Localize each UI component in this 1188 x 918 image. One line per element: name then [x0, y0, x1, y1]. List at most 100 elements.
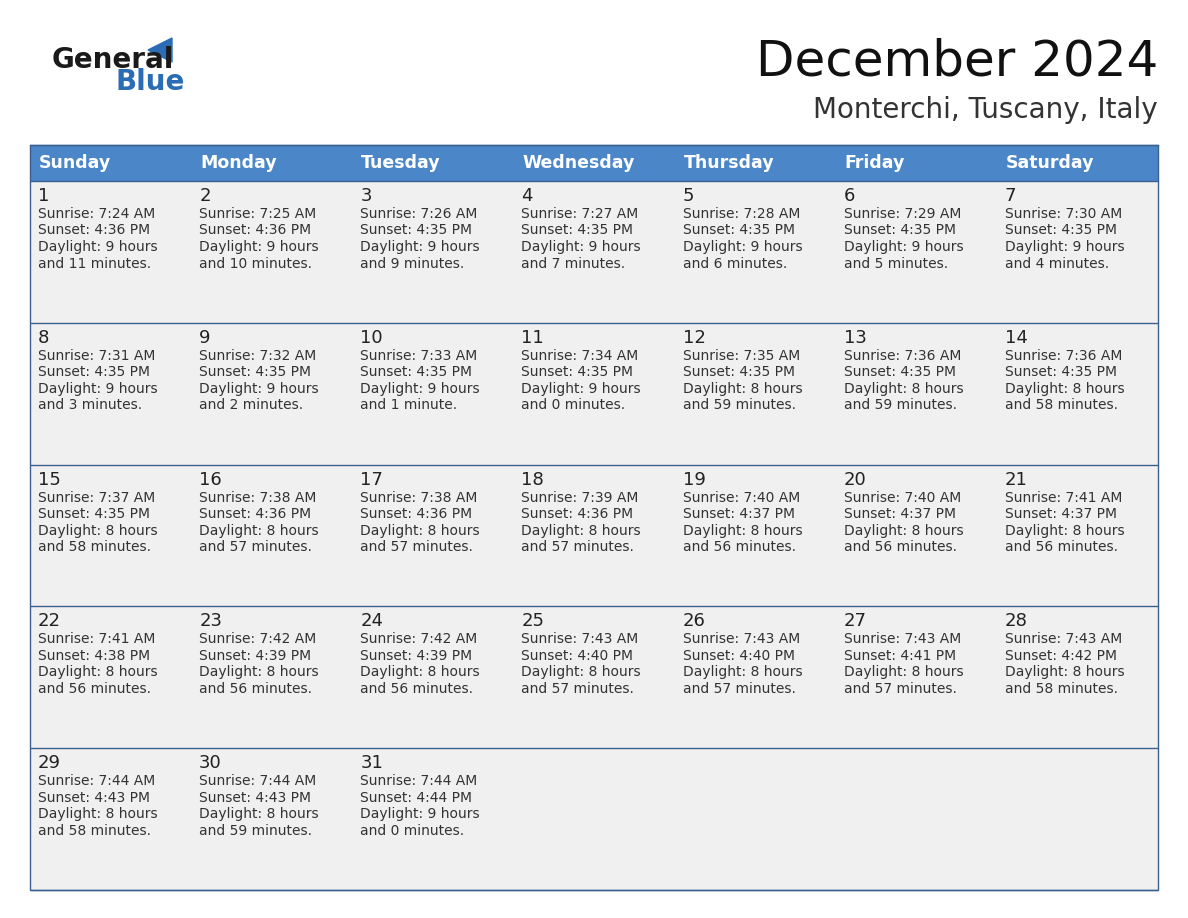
- Text: Sunrise: 7:29 AM: Sunrise: 7:29 AM: [843, 207, 961, 221]
- Text: Daylight: 9 hours: Daylight: 9 hours: [522, 382, 642, 396]
- Text: Daylight: 8 hours: Daylight: 8 hours: [522, 523, 642, 538]
- Text: Saturday: Saturday: [1006, 154, 1094, 172]
- Text: 14: 14: [1005, 329, 1028, 347]
- Text: Sunset: 4:35 PM: Sunset: 4:35 PM: [360, 365, 473, 379]
- Text: Thursday: Thursday: [683, 154, 775, 172]
- Text: and 2 minutes.: and 2 minutes.: [200, 398, 303, 412]
- Text: Daylight: 8 hours: Daylight: 8 hours: [200, 807, 318, 822]
- Text: Sunset: 4:40 PM: Sunset: 4:40 PM: [683, 649, 795, 663]
- Text: Sunrise: 7:44 AM: Sunrise: 7:44 AM: [38, 774, 156, 789]
- Text: Sunset: 4:35 PM: Sunset: 4:35 PM: [200, 365, 311, 379]
- Text: Daylight: 9 hours: Daylight: 9 hours: [200, 382, 318, 396]
- Text: 19: 19: [683, 471, 706, 488]
- Text: Daylight: 8 hours: Daylight: 8 hours: [38, 523, 158, 538]
- Text: Sunset: 4:38 PM: Sunset: 4:38 PM: [38, 649, 150, 663]
- Text: Sunrise: 7:25 AM: Sunrise: 7:25 AM: [200, 207, 316, 221]
- Bar: [675, 181, 835, 323]
- Text: Sunrise: 7:42 AM: Sunrise: 7:42 AM: [200, 633, 316, 646]
- Text: Sunrise: 7:43 AM: Sunrise: 7:43 AM: [1005, 633, 1123, 646]
- Text: and 1 minute.: and 1 minute.: [360, 398, 457, 412]
- Bar: [513, 748, 675, 890]
- Text: and 6 minutes.: and 6 minutes.: [683, 256, 786, 271]
- Text: 20: 20: [843, 471, 866, 488]
- Text: Sunrise: 7:32 AM: Sunrise: 7:32 AM: [200, 349, 316, 363]
- Text: Sunrise: 7:40 AM: Sunrise: 7:40 AM: [843, 490, 961, 505]
- Bar: [353, 748, 513, 890]
- Text: 5: 5: [683, 187, 694, 205]
- Text: Monday: Monday: [200, 154, 277, 172]
- Text: Daylight: 8 hours: Daylight: 8 hours: [843, 666, 963, 679]
- Text: 11: 11: [522, 329, 544, 347]
- Text: Sunrise: 7:35 AM: Sunrise: 7:35 AM: [683, 349, 800, 363]
- Text: 1: 1: [38, 187, 50, 205]
- Text: Sunrise: 7:43 AM: Sunrise: 7:43 AM: [843, 633, 961, 646]
- Text: 28: 28: [1005, 612, 1028, 631]
- Text: Daylight: 8 hours: Daylight: 8 hours: [1005, 666, 1125, 679]
- Text: 21: 21: [1005, 471, 1028, 488]
- Text: and 56 minutes.: and 56 minutes.: [843, 540, 956, 554]
- Text: Sunset: 4:35 PM: Sunset: 4:35 PM: [360, 223, 473, 238]
- Text: Sunset: 4:37 PM: Sunset: 4:37 PM: [843, 507, 955, 521]
- Text: Sunrise: 7:37 AM: Sunrise: 7:37 AM: [38, 490, 156, 505]
- Text: 18: 18: [522, 471, 544, 488]
- Text: and 58 minutes.: and 58 minutes.: [1005, 682, 1118, 696]
- Text: and 57 minutes.: and 57 minutes.: [522, 540, 634, 554]
- Text: Sunset: 4:36 PM: Sunset: 4:36 PM: [38, 223, 150, 238]
- Text: Sunset: 4:39 PM: Sunset: 4:39 PM: [200, 649, 311, 663]
- Text: 2: 2: [200, 187, 210, 205]
- Text: and 57 minutes.: and 57 minutes.: [683, 682, 796, 696]
- Bar: [835, 465, 997, 607]
- Text: Sunrise: 7:44 AM: Sunrise: 7:44 AM: [360, 774, 478, 789]
- Text: 22: 22: [38, 612, 61, 631]
- Bar: [997, 607, 1158, 748]
- Bar: [835, 181, 997, 323]
- Text: Sunset: 4:39 PM: Sunset: 4:39 PM: [360, 649, 473, 663]
- Text: Sunset: 4:35 PM: Sunset: 4:35 PM: [1005, 223, 1117, 238]
- Bar: [191, 323, 353, 465]
- Text: Sunrise: 7:36 AM: Sunrise: 7:36 AM: [843, 349, 961, 363]
- Text: Friday: Friday: [845, 154, 905, 172]
- Text: Sunset: 4:43 PM: Sunset: 4:43 PM: [38, 790, 150, 805]
- Text: and 58 minutes.: and 58 minutes.: [38, 823, 151, 838]
- Text: Daylight: 8 hours: Daylight: 8 hours: [683, 666, 802, 679]
- Bar: [513, 181, 675, 323]
- Text: Tuesday: Tuesday: [361, 154, 441, 172]
- Bar: [997, 748, 1158, 890]
- Text: 3: 3: [360, 187, 372, 205]
- Bar: [191, 181, 353, 323]
- Text: Sunrise: 7:26 AM: Sunrise: 7:26 AM: [360, 207, 478, 221]
- Bar: [30, 465, 191, 607]
- Bar: [30, 145, 1158, 181]
- Text: and 56 minutes.: and 56 minutes.: [1005, 540, 1118, 554]
- Text: Sunrise: 7:30 AM: Sunrise: 7:30 AM: [1005, 207, 1123, 221]
- Bar: [835, 607, 997, 748]
- Bar: [353, 607, 513, 748]
- Text: Sunrise: 7:42 AM: Sunrise: 7:42 AM: [360, 633, 478, 646]
- Text: and 9 minutes.: and 9 minutes.: [360, 256, 465, 271]
- Bar: [513, 607, 675, 748]
- Text: Sunset: 4:41 PM: Sunset: 4:41 PM: [843, 649, 956, 663]
- Text: Monterchi, Tuscany, Italy: Monterchi, Tuscany, Italy: [814, 96, 1158, 124]
- Bar: [513, 323, 675, 465]
- Bar: [30, 323, 191, 465]
- Text: Sunset: 4:35 PM: Sunset: 4:35 PM: [522, 365, 633, 379]
- Text: Sunset: 4:35 PM: Sunset: 4:35 PM: [1005, 365, 1117, 379]
- Text: December 2024: December 2024: [756, 37, 1158, 85]
- Bar: [30, 145, 1158, 890]
- Text: Daylight: 9 hours: Daylight: 9 hours: [683, 240, 802, 254]
- Text: and 4 minutes.: and 4 minutes.: [1005, 256, 1108, 271]
- Text: Daylight: 9 hours: Daylight: 9 hours: [360, 240, 480, 254]
- Text: 23: 23: [200, 612, 222, 631]
- Bar: [30, 607, 191, 748]
- Text: Sunset: 4:35 PM: Sunset: 4:35 PM: [843, 365, 955, 379]
- Text: 26: 26: [683, 612, 706, 631]
- Text: Sunrise: 7:33 AM: Sunrise: 7:33 AM: [360, 349, 478, 363]
- Polygon shape: [148, 38, 172, 62]
- Text: 31: 31: [360, 755, 384, 772]
- Text: 30: 30: [200, 755, 222, 772]
- Bar: [30, 181, 191, 323]
- Text: Daylight: 8 hours: Daylight: 8 hours: [683, 523, 802, 538]
- Bar: [191, 748, 353, 890]
- Text: 15: 15: [38, 471, 61, 488]
- Text: Sunrise: 7:43 AM: Sunrise: 7:43 AM: [522, 633, 639, 646]
